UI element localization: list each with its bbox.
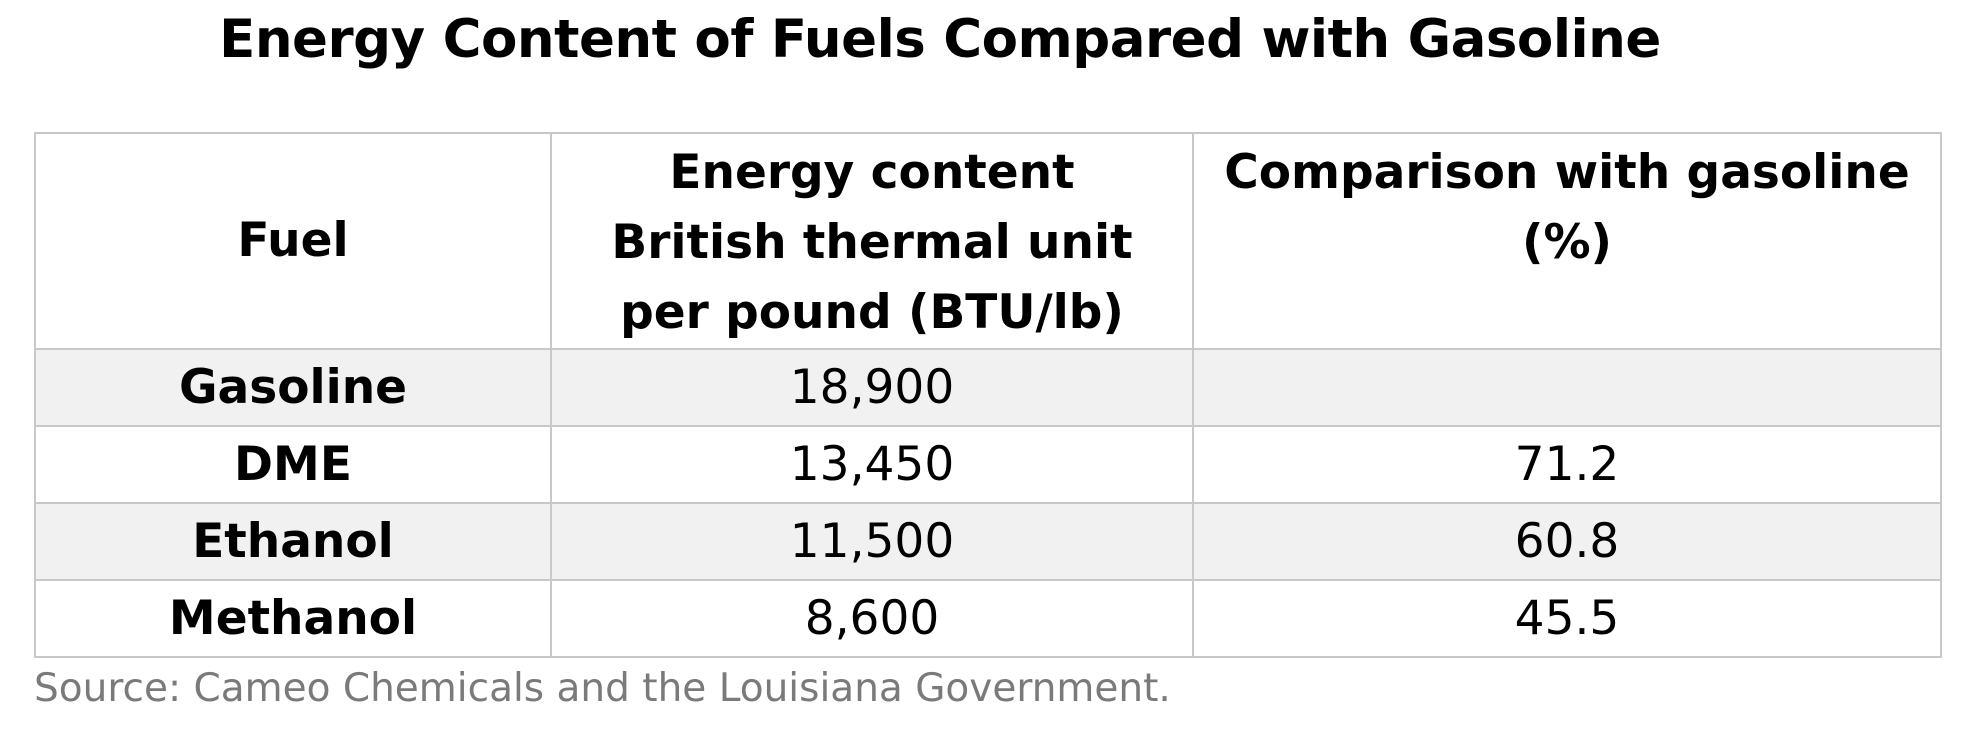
table-row: Methanol 8,600 45.5 bbox=[34, 579, 1942, 658]
header-energy-line-1: Energy content bbox=[669, 145, 1075, 200]
energy-cell: 18,900 bbox=[550, 348, 1194, 427]
header-comparison: Comparison with gasoline (%) bbox=[1192, 132, 1942, 350]
energy-cell: 13,450 bbox=[550, 425, 1194, 504]
table-row: Ethanol 11,500 60.8 bbox=[34, 502, 1942, 581]
comparison-cell: 60.8 bbox=[1192, 502, 1942, 581]
comparison-cell bbox=[1192, 348, 1942, 427]
header-energy-line-3: per pound (BTU/lb) bbox=[620, 285, 1124, 340]
table-row: DME 13,450 71.2 bbox=[34, 425, 1942, 504]
comparison-cell: 71.2 bbox=[1192, 425, 1942, 504]
energy-cell: 8,600 bbox=[550, 579, 1194, 658]
header-fuel-label: Fuel bbox=[237, 213, 349, 268]
fuel-cell: Methanol bbox=[34, 579, 552, 658]
energy-cell: 11,500 bbox=[550, 502, 1194, 581]
header-fuel: Fuel bbox=[34, 132, 552, 350]
fuel-energy-table: Fuel Energy content British thermal unit… bbox=[34, 132, 1942, 658]
fuel-cell: DME bbox=[34, 425, 552, 504]
header-comparison-line-1: Comparison with gasoline bbox=[1224, 145, 1910, 200]
header-energy-line-2: British thermal unit bbox=[611, 215, 1133, 270]
table-row: Gasoline 18,900 bbox=[34, 348, 1942, 427]
comparison-cell: 45.5 bbox=[1192, 579, 1942, 658]
table-header-row: Fuel Energy content British thermal unit… bbox=[34, 132, 1942, 350]
fuel-cell: Ethanol bbox=[34, 502, 552, 581]
fuel-cell: Gasoline bbox=[34, 348, 552, 427]
header-comparison-line-2: (%) bbox=[1521, 215, 1613, 270]
header-energy-content: Energy content British thermal unit per … bbox=[550, 132, 1194, 350]
source-note: Source: Cameo Chemicals and the Louisian… bbox=[34, 666, 1171, 711]
page-title: Energy Content of Fuels Compared with Ga… bbox=[219, 9, 1661, 70]
